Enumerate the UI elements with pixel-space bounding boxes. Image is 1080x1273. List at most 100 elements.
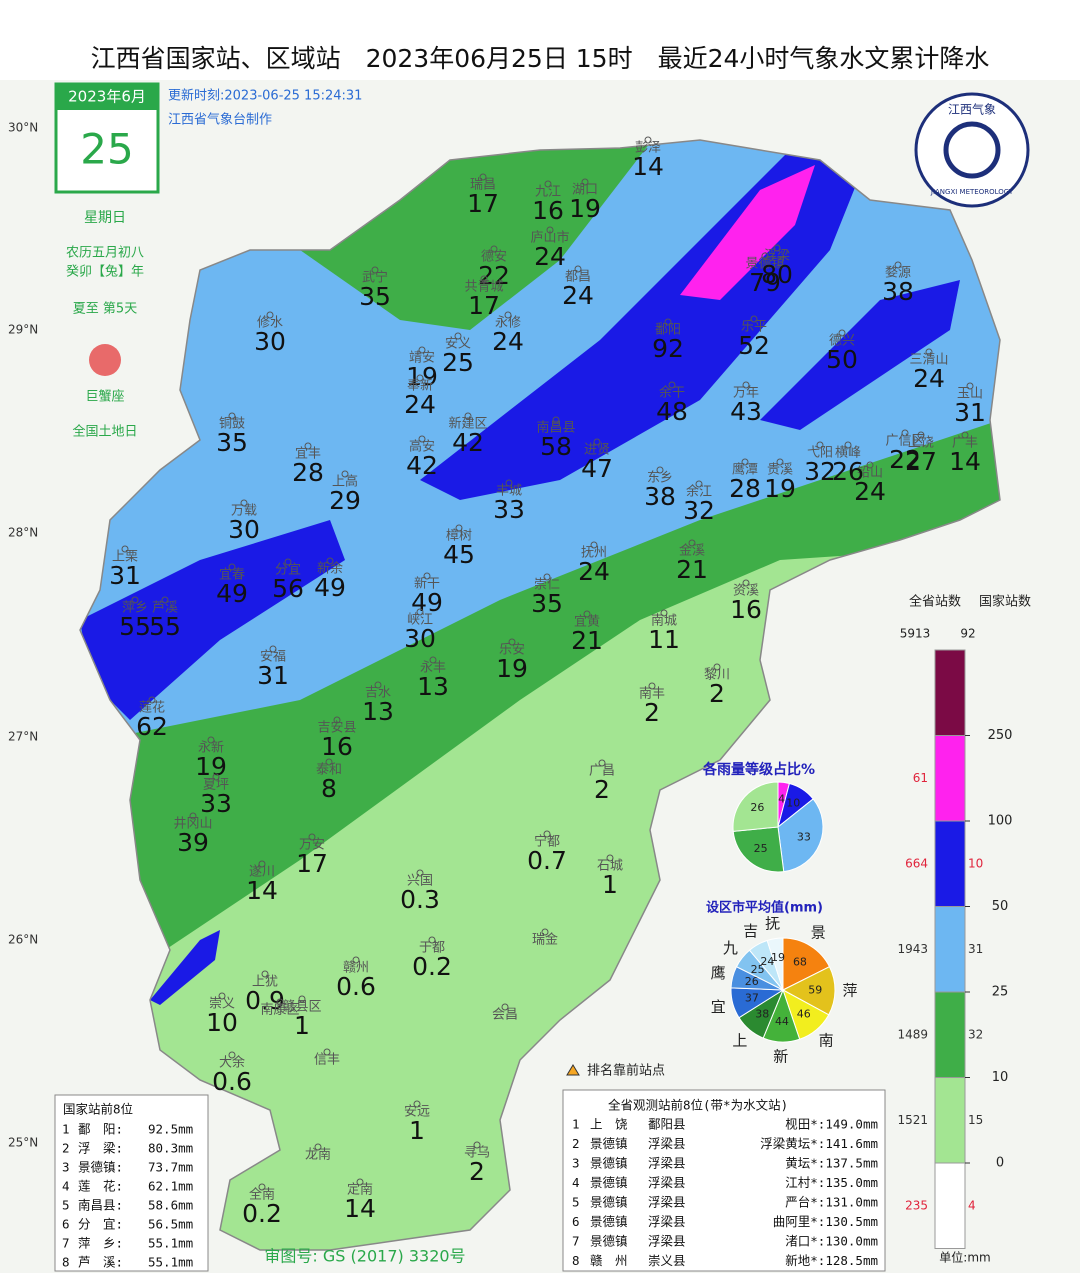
pie-value: 44: [775, 1015, 789, 1028]
station-name: 上饶: [908, 436, 934, 451]
legend-national-count: 32: [968, 1027, 983, 1041]
station-dot: [773, 244, 781, 252]
legend-province-count: 1521: [897, 1113, 928, 1127]
province-table-cell: 浮梁县: [648, 1214, 686, 1229]
station-name: 德安: [481, 250, 507, 265]
update-time: 更新时刻:2023-06-25 15:24:31: [168, 88, 362, 104]
station-value: 31: [954, 398, 986, 427]
station-name: 南城: [651, 613, 677, 629]
station-name: 井冈山: [173, 817, 212, 832]
station-dot: [505, 479, 513, 487]
station-dot: [276, 998, 284, 1006]
pie-slice: [782, 937, 831, 991]
province-table-cell: 景德镇: [590, 1195, 628, 1210]
station-name: 横峰: [835, 446, 861, 461]
station-dot: [552, 416, 560, 424]
station-name: 南丰: [639, 686, 665, 702]
pie-slice: [766, 937, 784, 991]
province-table-cell: 景德镇: [590, 1214, 628, 1229]
station-name: 赣县区: [282, 1000, 321, 1015]
station-value: 52: [738, 331, 770, 360]
station-dot: [480, 275, 488, 283]
station-name: 遂川: [249, 865, 275, 880]
station-dot: [750, 315, 758, 323]
station-value: 1: [294, 1011, 310, 1040]
province-table-cell: 崇义县: [648, 1253, 686, 1268]
station-dot: [298, 995, 306, 1003]
station-dot: [688, 539, 696, 547]
station-name: 万安: [299, 838, 325, 853]
station-value: 24: [492, 327, 524, 356]
station-name: 夏坪: [203, 778, 229, 793]
station-name: 樟树: [446, 529, 472, 544]
station-name: 武宁: [362, 270, 388, 286]
national-table-cell: 6: [62, 1217, 70, 1232]
station-value: 25: [442, 348, 474, 377]
province-table-cell: 严台*:131.0mm: [785, 1195, 878, 1210]
legend-province-count: 235: [905, 1198, 928, 1212]
station-name: 永修: [495, 316, 521, 331]
station-value: 31: [109, 561, 141, 590]
station-dot: [479, 173, 487, 181]
station-dot: [148, 696, 156, 704]
station-name: 彭泽: [635, 141, 661, 156]
pie-value: 33: [797, 830, 811, 843]
province-table-cell: 渚口*:130.0mm: [785, 1234, 878, 1249]
station-name: 全南: [249, 1187, 275, 1203]
station-name: 奉新: [407, 378, 433, 394]
station-name: 德兴: [829, 334, 855, 349]
station-value: 30: [254, 327, 286, 356]
station-name: 抚州: [581, 546, 607, 561]
lat-label: 29°N: [8, 323, 38, 337]
station-dot: [961, 431, 969, 439]
station-name: 宜春: [219, 568, 245, 583]
legend-band: [934, 1162, 966, 1249]
pie-slice: [732, 781, 779, 832]
station-dot: [228, 563, 236, 571]
legend-tick-label: 250: [988, 728, 1013, 743]
station-dot: [314, 1143, 322, 1151]
station-name: 玉山: [957, 387, 983, 402]
legend-province-count: 664: [905, 856, 928, 870]
logo: [914, 92, 1030, 208]
station-value: 1: [602, 870, 618, 899]
station-name: 上高: [332, 474, 358, 490]
maker: 江西省气象台制作: [168, 112, 272, 128]
station-name: 瑞金: [532, 932, 558, 948]
station-dot: [844, 441, 852, 449]
station-value: 2: [594, 775, 610, 804]
lat-label: 30°N: [8, 121, 38, 135]
station-value: 2: [644, 698, 660, 727]
station-value: 19: [195, 752, 227, 781]
station-value: 27: [905, 447, 937, 476]
station-value: 24: [854, 477, 886, 506]
national-table-cell: 莲 花:: [78, 1179, 123, 1194]
station-value: 17: [468, 291, 500, 320]
station-name: 吉水: [365, 686, 391, 701]
lat-label: 26°N: [8, 933, 38, 947]
national-table-cell: 2: [62, 1141, 70, 1156]
province-table-cell: 枧田*:149.0mm: [785, 1117, 878, 1132]
station-dot: [416, 374, 424, 382]
province-table-cell: 景德镇: [590, 1175, 628, 1190]
lat-label: 27°N: [8, 730, 38, 744]
station-name: 莲花: [139, 700, 165, 716]
station-dot: [741, 458, 749, 466]
station-dot: [189, 812, 197, 820]
station-name: 宜丰: [295, 447, 321, 462]
national-table-cell: 7: [62, 1236, 70, 1251]
province-table-title: 全省观测站前8位(带*为水文站): [608, 1098, 788, 1113]
station-dot: [269, 645, 277, 653]
pie-value: 37: [745, 991, 759, 1004]
station-dot: [695, 480, 703, 488]
station-value: 17: [467, 189, 499, 218]
station-value: 14: [949, 447, 981, 476]
station-dot: [776, 458, 784, 466]
province-table-cell: 新地*:128.5mm: [785, 1253, 878, 1268]
station-dot: [356, 1178, 364, 1186]
station-dot: [418, 435, 426, 443]
station-dot: [429, 656, 437, 664]
station-name: 修水: [257, 316, 283, 331]
logo-name: 江西气象: [948, 102, 996, 117]
pie-value: 46: [797, 1008, 811, 1021]
